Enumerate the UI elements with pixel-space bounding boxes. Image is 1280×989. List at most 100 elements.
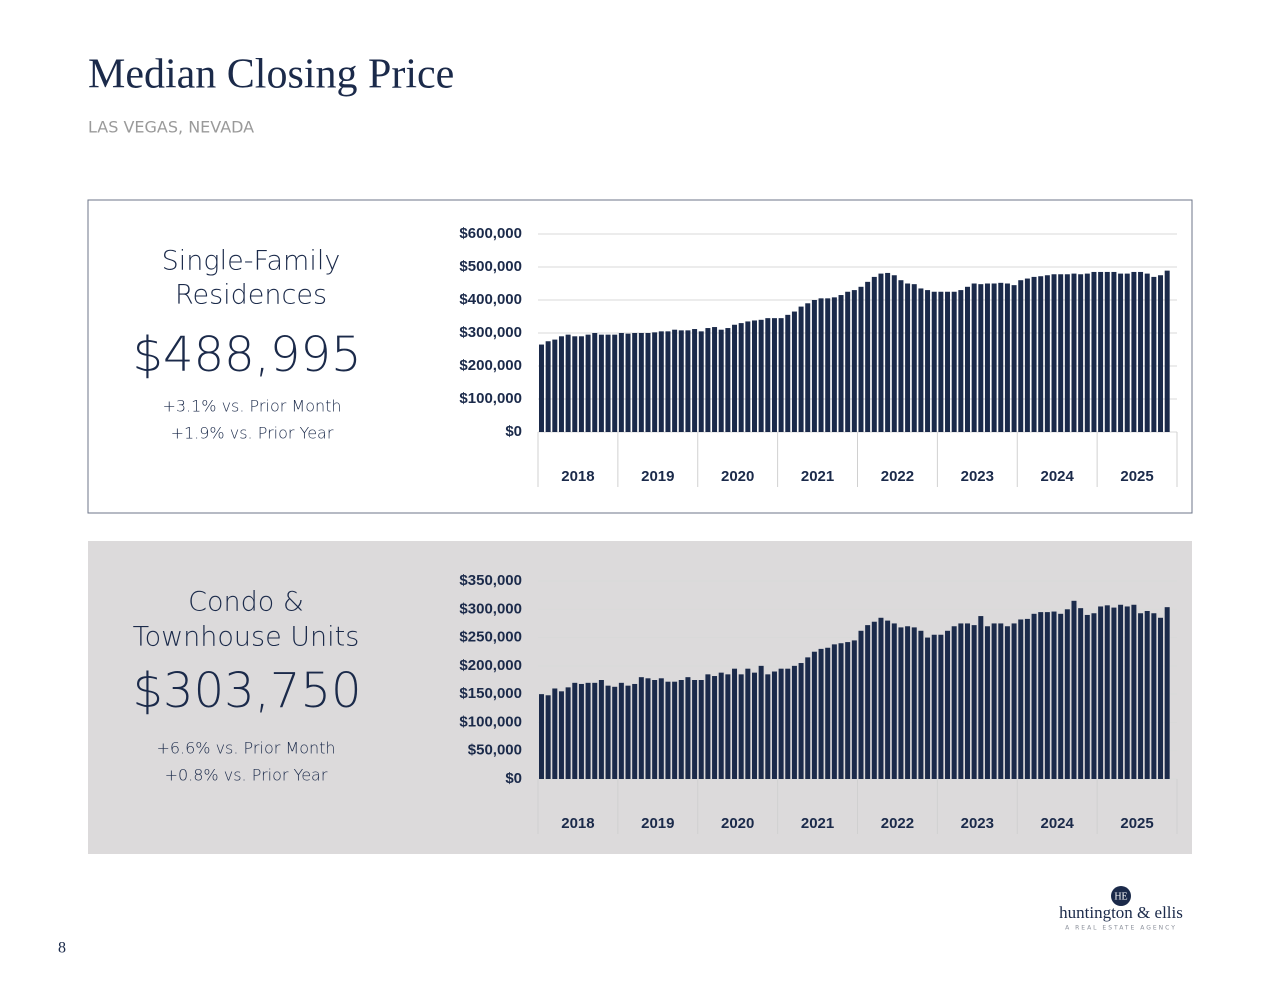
bar xyxy=(692,680,698,779)
bar xyxy=(885,272,891,432)
bar xyxy=(825,647,831,779)
y-tick-label: $300,000 xyxy=(459,324,522,341)
bar xyxy=(778,668,784,779)
bar xyxy=(1091,613,1097,779)
bar xyxy=(605,685,611,779)
bar xyxy=(825,298,831,432)
y-tick-label: $250,000 xyxy=(459,629,522,646)
y-tick-label: $0 xyxy=(505,423,522,440)
bar xyxy=(958,623,964,779)
bar xyxy=(791,665,797,779)
x-group-label: 2020 xyxy=(721,468,754,485)
bar xyxy=(1084,614,1090,779)
bar xyxy=(984,626,990,779)
x-group-label: 2024 xyxy=(1041,815,1075,832)
bar xyxy=(672,329,678,432)
bar xyxy=(1164,270,1170,432)
bar xyxy=(925,637,931,779)
bar xyxy=(898,627,904,779)
bar xyxy=(618,682,624,779)
bar xyxy=(951,291,957,432)
panel-value: $303,750 xyxy=(132,663,361,719)
bar xyxy=(612,334,618,432)
bar xyxy=(1038,612,1044,779)
bar xyxy=(1104,271,1110,432)
bar xyxy=(858,630,864,779)
bar xyxy=(1004,283,1010,432)
y-tick-label: $150,000 xyxy=(459,685,522,702)
panel-stat: +6.6% vs. Prior Month xyxy=(156,739,335,758)
bar xyxy=(998,623,1004,779)
bar xyxy=(632,683,638,779)
bar xyxy=(898,280,904,432)
bar xyxy=(718,672,724,779)
bar xyxy=(1044,275,1050,432)
bar xyxy=(971,283,977,432)
logo-mark: HE xyxy=(1114,891,1127,902)
bar xyxy=(605,334,611,432)
bar xyxy=(1018,619,1024,779)
bar xyxy=(971,625,977,779)
bar xyxy=(565,687,571,779)
y-tick-label: $100,000 xyxy=(459,390,522,407)
bar xyxy=(698,680,704,779)
bar xyxy=(652,680,658,779)
y-tick-label: $350,000 xyxy=(459,572,522,589)
bar xyxy=(625,333,631,432)
bar xyxy=(958,290,964,432)
bar xyxy=(1018,280,1024,432)
bar xyxy=(545,695,551,779)
bar xyxy=(865,281,871,432)
bar xyxy=(712,676,718,779)
bar xyxy=(558,336,564,432)
bar xyxy=(672,681,678,779)
page-number: 8 xyxy=(58,940,66,957)
bar xyxy=(592,682,598,779)
bar xyxy=(811,300,817,432)
bar xyxy=(592,333,598,432)
bar xyxy=(1118,604,1124,779)
bar xyxy=(645,678,651,779)
bar xyxy=(978,284,984,432)
panel-value: $488,995 xyxy=(132,327,361,383)
bar xyxy=(705,674,711,779)
bar xyxy=(638,333,644,432)
bar xyxy=(945,630,951,779)
bar xyxy=(665,681,671,779)
bar xyxy=(652,332,658,432)
bar xyxy=(805,657,811,779)
bar xyxy=(665,331,671,432)
bar xyxy=(771,318,777,432)
bar xyxy=(1071,273,1077,432)
y-tick-label: $200,000 xyxy=(459,357,522,374)
x-group-label: 2022 xyxy=(881,815,914,832)
x-group-label: 2019 xyxy=(641,815,674,832)
bar xyxy=(745,321,751,432)
bar xyxy=(991,623,997,779)
bar xyxy=(1078,608,1084,779)
bar xyxy=(1124,273,1130,432)
x-group-label: 2019 xyxy=(641,468,674,485)
bar xyxy=(751,672,757,779)
bar xyxy=(1098,606,1104,779)
bar xyxy=(978,616,984,779)
x-group-label: 2018 xyxy=(561,815,594,832)
bar xyxy=(565,334,571,432)
bar xyxy=(805,303,811,432)
y-tick-label: $400,000 xyxy=(459,291,522,308)
bar xyxy=(545,341,551,432)
bar xyxy=(758,319,764,432)
panel-label: Townhouse Units xyxy=(133,622,360,653)
page-title: Median Closing Price xyxy=(88,52,454,98)
bar xyxy=(1004,626,1010,779)
bar xyxy=(1051,611,1057,779)
bar xyxy=(738,674,744,779)
bar xyxy=(798,306,804,432)
bar xyxy=(705,328,711,432)
bar xyxy=(732,668,738,779)
bar xyxy=(1024,278,1030,432)
bar xyxy=(1164,607,1170,779)
bar xyxy=(1111,607,1117,779)
bar xyxy=(905,626,911,779)
bar xyxy=(638,677,644,779)
